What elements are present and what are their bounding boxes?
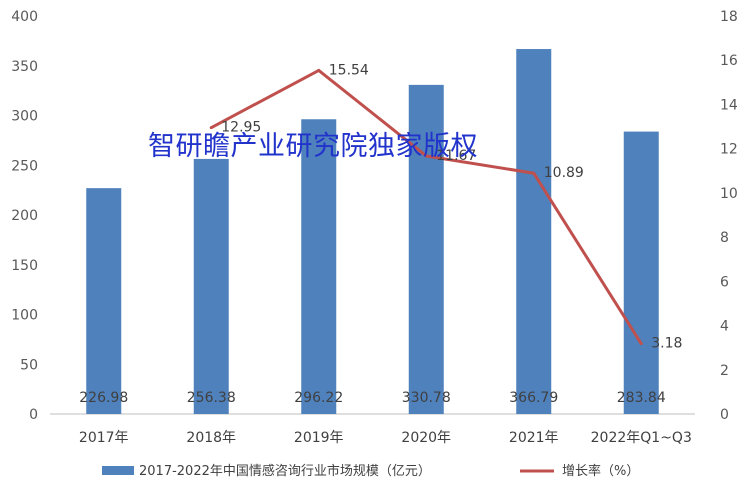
bar bbox=[408, 84, 444, 414]
y-left-tick-label: 100 bbox=[11, 308, 38, 324]
y-left-tick-label: 350 bbox=[11, 59, 38, 75]
x-tick-label: 2018年 bbox=[186, 430, 236, 446]
bar bbox=[623, 131, 659, 414]
line-point bbox=[424, 154, 428, 158]
y-right-tick-label: 4 bbox=[720, 319, 729, 335]
line-value-label: 15.54 bbox=[329, 62, 369, 78]
line-value-label: 12.95 bbox=[221, 120, 261, 136]
y-right-tick-label: 14 bbox=[720, 97, 738, 113]
bar-value-label: 296.22 bbox=[294, 390, 343, 406]
y-left-tick-label: 250 bbox=[11, 158, 38, 174]
line-value-label: 11.67 bbox=[436, 148, 476, 164]
legend-swatch-bar bbox=[102, 466, 134, 475]
y-left-tick-label: 0 bbox=[29, 407, 38, 423]
x-tick-label: 2020年 bbox=[401, 430, 451, 446]
line-point bbox=[317, 68, 321, 72]
line-point bbox=[209, 126, 213, 130]
y-right-tick-label: 6 bbox=[720, 274, 729, 290]
y-left-tick-label: 150 bbox=[11, 258, 38, 274]
bar-value-label: 226.98 bbox=[79, 390, 128, 406]
y-right-tick-label: 2 bbox=[720, 363, 729, 379]
bar-value-label: 366.79 bbox=[509, 390, 558, 406]
y-right-tick-label: 8 bbox=[720, 230, 729, 246]
x-tick-label: 2017年 bbox=[79, 430, 129, 446]
y-right-tick-label: 16 bbox=[720, 53, 738, 69]
y-right-tick-label: 0 bbox=[720, 407, 729, 423]
line-value-label: 10.89 bbox=[544, 165, 584, 181]
bar-value-label: 283.84 bbox=[617, 390, 666, 406]
y-right-tick-label: 10 bbox=[720, 186, 738, 202]
bar-value-label: 256.38 bbox=[187, 390, 236, 406]
line-point bbox=[532, 171, 536, 175]
x-tick-label: 2021年 bbox=[509, 430, 559, 446]
watermark: 智研瞻产业研究院独家版权 bbox=[148, 131, 478, 162]
bar bbox=[193, 158, 229, 414]
legend-label-line: 增长率（%） bbox=[562, 463, 639, 479]
y-right-tick-label: 12 bbox=[720, 142, 738, 158]
y-right-tick-label: 18 bbox=[720, 9, 738, 25]
x-tick-label: 2022年Q1~Q3 bbox=[591, 430, 692, 446]
y-left-tick-label: 200 bbox=[11, 208, 38, 224]
line-point bbox=[639, 342, 643, 346]
bar bbox=[516, 49, 552, 415]
y-left-tick-label: 50 bbox=[20, 357, 38, 373]
bar-value-label: 330.78 bbox=[402, 390, 451, 406]
line-value-label: 3.18 bbox=[651, 336, 682, 352]
bar bbox=[86, 188, 122, 414]
x-tick-label: 2019年 bbox=[294, 430, 344, 446]
legend-label-bar: 2017-2022年中国情感咨询行业市场规模（亿元） bbox=[139, 463, 431, 479]
y-left-tick-label: 300 bbox=[11, 109, 38, 125]
bar bbox=[301, 119, 337, 414]
y-left-tick-label: 400 bbox=[11, 9, 38, 25]
